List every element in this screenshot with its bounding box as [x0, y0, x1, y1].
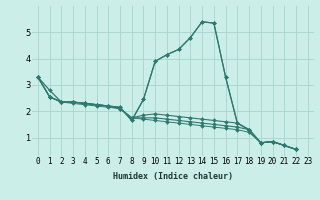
X-axis label: Humidex (Indice chaleur): Humidex (Indice chaleur) — [113, 172, 233, 181]
